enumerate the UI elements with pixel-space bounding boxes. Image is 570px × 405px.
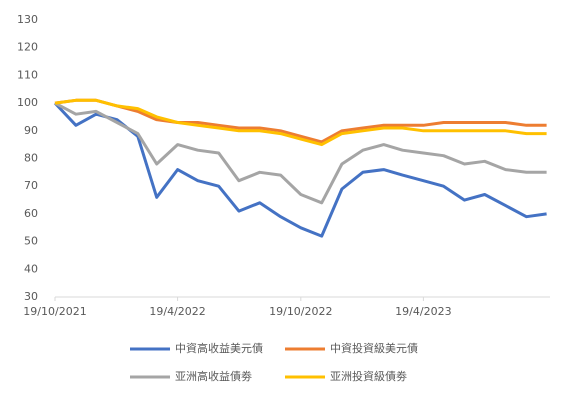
x-tick-label: 19/10/2022 [269,305,332,318]
x-tick-label: 19/10/2021 [23,305,86,318]
line-series [54,98,547,147]
y-tick-label: 80 [24,152,38,165]
y-tick-label: 70 [24,179,38,192]
legend-label: 亚洲投資級債劵 [330,369,407,383]
y-tick-label: 40 [24,262,38,275]
y-tick-label: 100 [17,96,38,109]
y-tick-label: 120 [17,41,38,54]
y-tick-label: 90 [24,124,38,137]
y-tick-label: 60 [24,207,38,220]
y-tick-label: 110 [17,68,38,81]
line-series [54,101,547,205]
line-series [54,98,547,144]
y-tick-label: 50 [24,235,38,248]
legend-label: 中資高收益美元債 [175,341,263,355]
x-tick-label: 19/4/2022 [149,305,205,318]
legend-label: 亚洲高收益債劵 [175,369,252,383]
y-tick-label: 30 [24,290,38,303]
x-tick-label: 19/4/2023 [395,305,451,318]
y-tick-label: 130 [17,13,38,26]
legend-label: 中資投資級美元債 [330,341,418,355]
